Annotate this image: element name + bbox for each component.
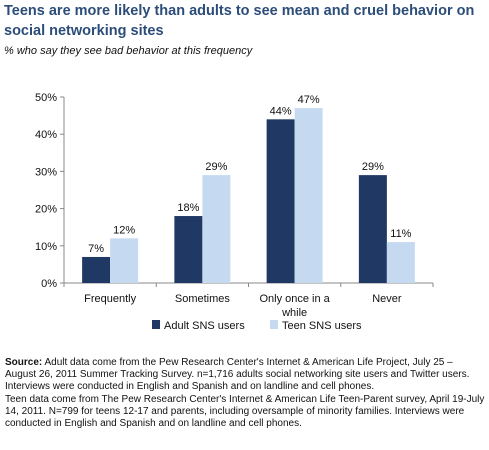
legend-label: Adult SNS users: [164, 320, 245, 332]
bar-teen: [386, 242, 415, 283]
chart-bars: 7% 12% 18% 29% 44% 47% 29% 11%: [82, 94, 415, 283]
legend-label: Teen SNS users: [282, 320, 362, 332]
legend-swatch: [152, 320, 160, 329]
x-category-label: Never: [372, 293, 402, 305]
data-label: 11%: [390, 228, 411, 240]
y-tick-label: 20%: [35, 204, 57, 216]
data-label: 29%: [205, 161, 227, 173]
bar-teen: [110, 238, 139, 283]
data-label: 18%: [177, 202, 199, 214]
bar-teen: [294, 108, 323, 283]
y-tick-label: 0%: [41, 278, 57, 290]
bar-adult: [174, 216, 203, 283]
bar-adult: [266, 119, 295, 283]
x-category-label: Sometimes: [175, 293, 231, 305]
source-note: Source: Adult data come from the Pew Res…: [5, 357, 485, 430]
chart-legend: Adult SNS users Teen SNS users: [152, 320, 362, 332]
y-tick-label: 50%: [35, 92, 57, 104]
source-paragraph-teen: Teen data come from The Pew Research Cen…: [5, 393, 485, 430]
chart-title: Teens are more likely than adults to see…: [4, 3, 475, 39]
legend-swatch: [270, 320, 278, 329]
bar-adult: [82, 256, 111, 283]
y-tick-label: 10%: [35, 241, 57, 253]
data-label: 47%: [298, 94, 320, 106]
bar-chart: 0% 10% 20% 30% 40% 50% Frequently Sometimes Only…: [35, 92, 434, 332]
source-label: Source:: [5, 357, 43, 368]
bar-adult: [358, 175, 387, 283]
source-text-adult: Adult data come from the Pew Research Ce…: [5, 357, 470, 393]
x-category-label: while: [281, 307, 307, 319]
data-label: 7%: [88, 243, 104, 255]
bar-teen: [202, 175, 231, 283]
y-tick-label: 30%: [35, 166, 57, 178]
chart-subtitle: % who say they see bad behavior at this …: [4, 45, 253, 57]
x-category-label: Only once in a: [259, 293, 330, 305]
x-category-label: Frequently: [84, 293, 136, 305]
data-label: 12%: [113, 224, 135, 236]
data-label: 29%: [362, 161, 384, 173]
data-label: 44%: [270, 105, 292, 117]
source-paragraph-adult: Source: Adult data come from the Pew Res…: [5, 357, 485, 394]
y-tick-label: 40%: [35, 129, 57, 141]
